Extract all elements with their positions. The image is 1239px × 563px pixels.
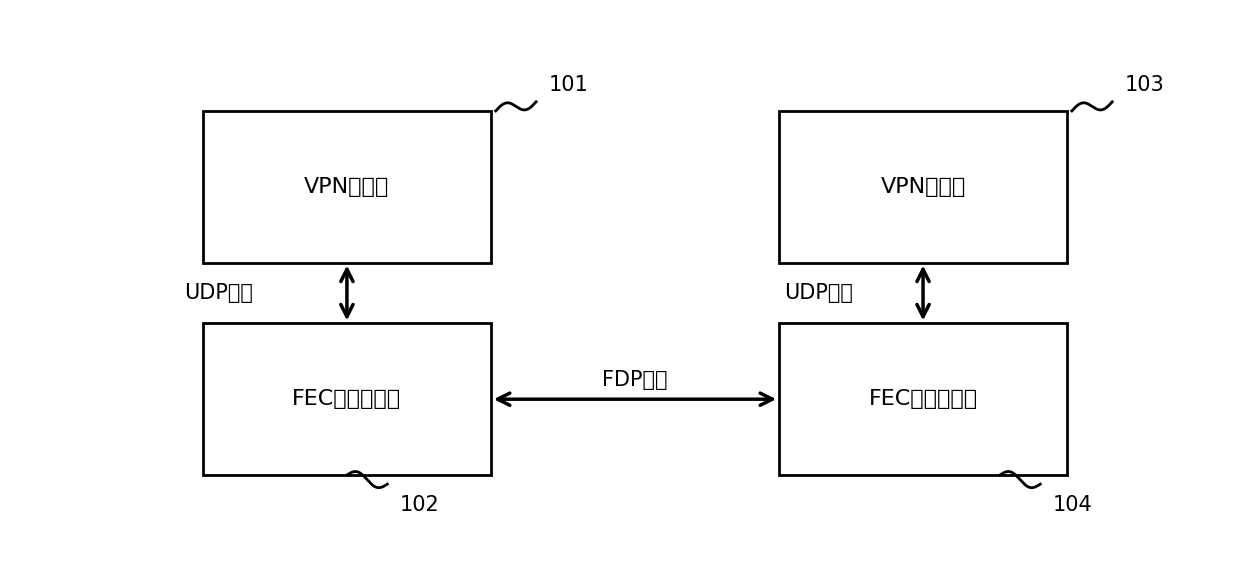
- Text: FEC代理服务器: FEC代理服务器: [869, 389, 978, 409]
- Text: VPN客户端: VPN客户端: [305, 177, 389, 197]
- Bar: [203, 111, 491, 262]
- Text: 101: 101: [549, 75, 589, 95]
- Text: FDP协议: FDP协议: [602, 370, 668, 390]
- Text: 104: 104: [1053, 495, 1093, 515]
- Bar: [779, 111, 1067, 262]
- Bar: [203, 323, 491, 475]
- Text: 103: 103: [1125, 75, 1165, 95]
- Text: UDP协议: UDP协议: [183, 283, 253, 303]
- Bar: [779, 323, 1067, 475]
- Text: FEC代理客户端: FEC代理客户端: [292, 389, 401, 409]
- Text: VPN服务器: VPN服务器: [881, 177, 965, 197]
- Text: 102: 102: [400, 495, 440, 515]
- Text: UDP协议: UDP协议: [784, 283, 852, 303]
